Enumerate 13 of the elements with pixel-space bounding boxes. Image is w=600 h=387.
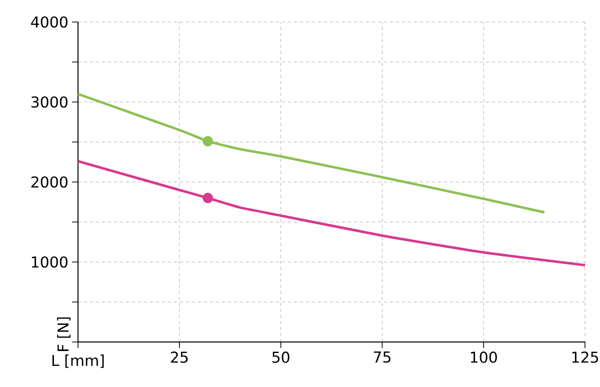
x-axis-title: L [mm] <box>52 354 104 368</box>
x-tick-label: 50 <box>272 352 290 363</box>
line-series <box>76 160 586 266</box>
y-axis-title: F [N] <box>57 317 70 351</box>
y-tick-label: 4000 <box>31 16 68 28</box>
x-tick-label: 100 <box>470 352 497 363</box>
y-tick-label: 2000 <box>31 176 68 188</box>
x-tick-label: 125 <box>572 352 598 363</box>
x-tick-label: 75 <box>374 352 390 363</box>
y-tick-label: 3000 <box>31 96 68 108</box>
x-tick-label: 25 <box>170 352 188 363</box>
y-tick-label: 1000 <box>32 256 68 268</box>
line-series <box>76 92 546 214</box>
